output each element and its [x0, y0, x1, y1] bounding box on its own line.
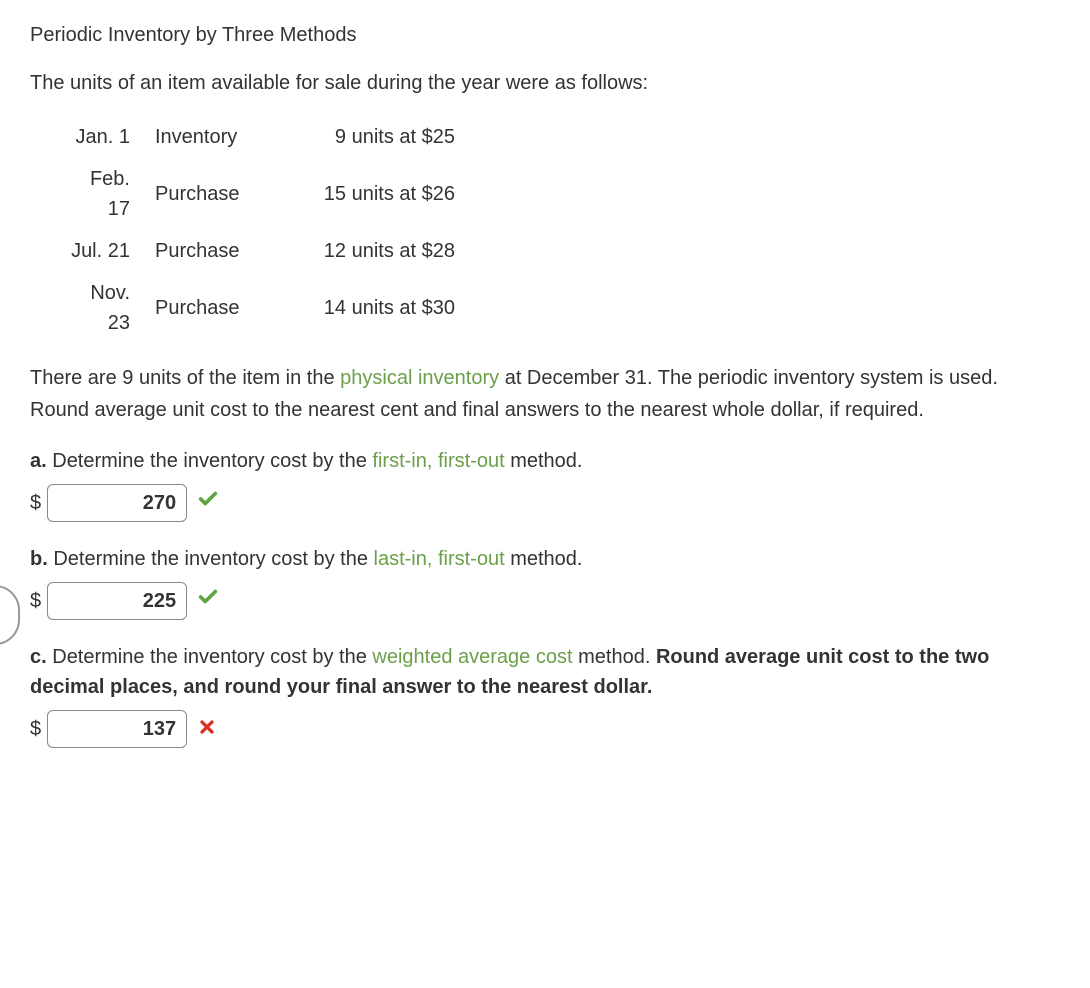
- question-b-pre: Determine the inventory cost by the: [48, 548, 374, 570]
- inventory-table: Jan. 1 Inventory 9 units at $25 Feb. 17 …: [55, 116, 465, 344]
- question-a-post: method.: [505, 450, 583, 472]
- units-cell: 9 units at $25: [265, 116, 465, 158]
- table-row: Jul. 21 Purchase 12 units at $28: [55, 230, 465, 272]
- table-row: Feb. 17 Purchase 15 units at $26: [55, 158, 465, 230]
- answer-c-row: $: [30, 710, 1060, 748]
- date-cell: Feb. 17: [55, 158, 145, 230]
- date-cell: Jan. 1: [55, 116, 145, 158]
- question-b-text: b. Determine the inventory cost by the l…: [30, 544, 1060, 574]
- question-b-label: b.: [30, 548, 48, 570]
- check-icon: [197, 485, 219, 521]
- question-b-post: method.: [505, 548, 583, 570]
- check-icon: [197, 583, 219, 619]
- question-a-pre: Determine the inventory cost by the: [47, 450, 373, 472]
- intro-text: The units of an item available for sale …: [30, 68, 1060, 98]
- lifo-link[interactable]: last-in, first-out: [374, 548, 505, 570]
- page-title: Periodic Inventory by Three Methods: [30, 20, 1060, 50]
- dollar-sign: $: [30, 488, 41, 518]
- question-c: c. Determine the inventory cost by the w…: [30, 642, 1060, 748]
- side-tab[interactable]: [0, 585, 20, 645]
- question-c-pre: Determine the inventory cost by the: [47, 646, 373, 668]
- answer-a-input[interactable]: [47, 484, 187, 522]
- answer-a-row: $: [30, 484, 1060, 522]
- question-c-label: c.: [30, 646, 47, 668]
- question-a: a. Determine the inventory cost by the f…: [30, 446, 1060, 522]
- answer-b-input[interactable]: [47, 582, 187, 620]
- fifo-link[interactable]: first-in, first-out: [372, 450, 504, 472]
- body-paragraph: There are 9 units of the item in the phy…: [30, 362, 1060, 426]
- type-cell: Purchase: [145, 230, 265, 272]
- question-c-post: method.: [573, 646, 656, 668]
- date-cell: Jul. 21: [55, 230, 145, 272]
- units-cell: 15 units at $26: [265, 158, 465, 230]
- dollar-sign: $: [30, 586, 41, 616]
- table-row: Jan. 1 Inventory 9 units at $25: [55, 116, 465, 158]
- table-row: Nov. 23 Purchase 14 units at $30: [55, 272, 465, 344]
- type-cell: Inventory: [145, 116, 265, 158]
- type-cell: Purchase: [145, 158, 265, 230]
- units-cell: 12 units at $28: [265, 230, 465, 272]
- weighted-avg-link[interactable]: weighted average cost: [372, 646, 572, 668]
- question-c-text: c. Determine the inventory cost by the w…: [30, 642, 1060, 702]
- units-cell: 14 units at $30: [265, 272, 465, 344]
- body-text-part1: There are 9 units of the item in the: [30, 367, 340, 389]
- question-b: b. Determine the inventory cost by the l…: [30, 544, 1060, 620]
- question-a-text: a. Determine the inventory cost by the f…: [30, 446, 1060, 476]
- date-cell: Nov. 23: [55, 272, 145, 344]
- question-a-label: a.: [30, 450, 47, 472]
- type-cell: Purchase: [145, 272, 265, 344]
- physical-inventory-link[interactable]: physical inventory: [340, 367, 499, 389]
- answer-c-input[interactable]: [47, 710, 187, 748]
- dollar-sign: $: [30, 714, 41, 744]
- answer-b-row: $: [30, 582, 1060, 620]
- x-icon: [197, 713, 217, 746]
